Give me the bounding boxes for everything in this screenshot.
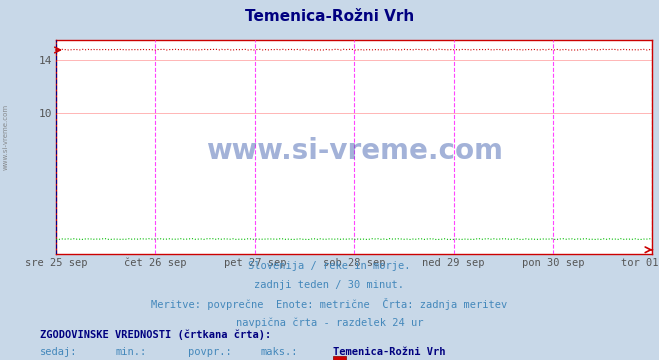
Text: ZGODOVINSKE VREDNOSTI (črtkana črta):: ZGODOVINSKE VREDNOSTI (črtkana črta):: [40, 329, 271, 340]
Text: Temenica-Rožni Vrh: Temenica-Rožni Vrh: [333, 347, 445, 357]
Text: Temenica-Rožni Vrh: Temenica-Rožni Vrh: [245, 9, 414, 24]
Text: povpr.:: povpr.:: [188, 347, 231, 357]
Text: maks.:: maks.:: [260, 347, 298, 357]
Text: navpična črta - razdelek 24 ur: navpična črta - razdelek 24 ur: [236, 317, 423, 328]
Text: min.:: min.:: [115, 347, 146, 357]
Text: Meritve: povprečne  Enote: metrične  Črta: zadnja meritev: Meritve: povprečne Enote: metrične Črta:…: [152, 298, 507, 310]
Text: www.si-vreme.com: www.si-vreme.com: [206, 137, 503, 165]
Text: zadnji teden / 30 minut.: zadnji teden / 30 minut.: [254, 280, 405, 290]
Text: Slovenija / reke in morje.: Slovenija / reke in morje.: [248, 261, 411, 271]
Text: www.si-vreme.com: www.si-vreme.com: [2, 104, 9, 170]
Text: sedaj:: sedaj:: [40, 347, 77, 357]
